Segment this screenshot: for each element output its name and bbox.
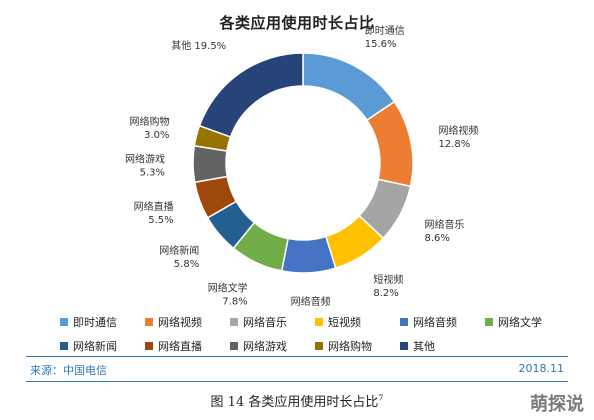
legend-label: 网络购物 — [328, 340, 372, 353]
legend-label: 网络音乐 — [243, 316, 287, 329]
slice-value-label-4: 8.2% — [373, 288, 398, 299]
slice-category-label-7: 网络新闻 — [159, 244, 199, 257]
legend-item-4: 短视频 — [315, 314, 390, 330]
figure-caption: 图 14 各类应用使用时长占比7 — [0, 391, 594, 410]
legend-swatch — [145, 318, 153, 326]
source-row: 来源：中国电信 2018.11 — [30, 362, 564, 378]
donut-slice-5 — [280, 235, 337, 274]
legend-item-3: 网络音乐 — [230, 314, 305, 330]
legend-swatch — [315, 318, 323, 326]
source-text: 来源：中国电信 — [30, 364, 107, 377]
legend-swatch — [145, 342, 153, 350]
legend-swatch — [230, 318, 238, 326]
caption-superscript: 7 — [378, 393, 384, 403]
legend-label: 网络文学 — [498, 316, 542, 329]
chart-title: 各类应用使用时长占比 — [219, 14, 375, 32]
legend-label: 网络音频 — [413, 316, 457, 329]
legend-swatch — [230, 342, 238, 350]
slice-category-label-4: 短视频 — [373, 273, 403, 286]
slice-category-label-8: 网络直播 — [134, 200, 174, 213]
legend-item-1: 即时通信 — [60, 314, 135, 330]
slice-category-label-5: 网络音频 — [291, 295, 331, 308]
legend-label: 其他 — [413, 340, 435, 353]
legend-swatch — [485, 318, 493, 326]
legend-item-8: 网络直播 — [145, 338, 220, 354]
donut-slice-11 — [198, 52, 304, 138]
legend-label: 网络视频 — [158, 316, 202, 329]
top-divider — [26, 356, 568, 357]
donut-chart: 即时通信15.6%网络视频12.8%网络音乐8.6%短视频8.2%网络音频7.9… — [125, 25, 478, 310]
legend-swatch — [60, 342, 68, 350]
slice-value-label-7: 5.8% — [174, 259, 199, 270]
legend-swatch — [315, 342, 323, 350]
slice-value-label-2: 12.8% — [438, 139, 470, 150]
slice-category-label-6: 网络文学 — [208, 281, 248, 294]
slice-category-label-2: 网络视频 — [438, 124, 478, 137]
bottom-divider — [26, 381, 568, 382]
legend-item-10: 网络购物 — [315, 338, 390, 354]
legend-item-7: 网络新闻 — [60, 338, 135, 354]
legend-swatch — [60, 318, 68, 326]
slice-category-label-3: 网络音乐 — [424, 218, 464, 231]
slice-category-label-1: 即时通信 — [365, 25, 405, 37]
legend-swatch — [400, 318, 408, 326]
slice-value-label-10: 3.0% — [144, 130, 169, 141]
legend-item-11: 其他 — [400, 338, 475, 354]
slice-label-11: 其他 19.5% — [171, 39, 226, 52]
legend-label: 网络新闻 — [73, 340, 117, 353]
slice-category-label-10: 网络购物 — [130, 115, 170, 128]
legend-label: 即时通信 — [73, 316, 117, 329]
slice-value-label-6: 7.8% — [222, 296, 247, 307]
legend-item-6: 网络文学 — [485, 314, 560, 330]
slice-category-label-9: 网络游戏 — [125, 152, 165, 165]
slice-value-label-9: 5.3% — [140, 167, 165, 178]
caption-text: 图 14 各类应用使用时长占比 — [210, 395, 379, 410]
legend-item-5: 网络音频 — [400, 314, 475, 330]
legend-item-2: 网络视频 — [145, 314, 220, 330]
legend-label: 网络游戏 — [243, 340, 287, 353]
slice-value-label-3: 8.6% — [424, 233, 449, 244]
legend-label: 网络直播 — [158, 340, 202, 353]
donut-slice-9 — [192, 144, 229, 184]
date-text: 2018.11 — [518, 362, 565, 375]
legend-item-9: 网络游戏 — [230, 338, 305, 354]
legend-label: 短视频 — [328, 316, 361, 329]
slice-value-label-1: 15.6% — [365, 39, 397, 50]
chart-legend: 即时通信 网络视频 网络音乐 短视频 网络音频 网络文学网络新闻 网络直播 网络游戏 网络购物 其… — [60, 314, 560, 354]
legend-swatch — [400, 342, 408, 350]
slice-value-label-8: 5.5% — [148, 215, 173, 226]
watermark: 萌探说 — [530, 394, 584, 415]
